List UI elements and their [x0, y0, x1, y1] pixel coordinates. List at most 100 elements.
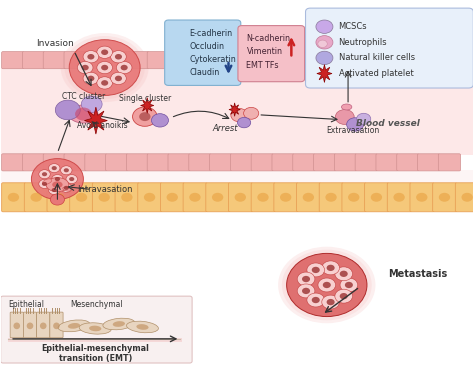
Circle shape	[110, 51, 126, 63]
Circle shape	[302, 276, 310, 282]
FancyBboxPatch shape	[189, 154, 211, 171]
FancyBboxPatch shape	[24, 183, 48, 212]
Text: MCSCs: MCSCs	[338, 22, 367, 31]
Circle shape	[144, 193, 155, 202]
FancyBboxPatch shape	[210, 51, 232, 69]
Circle shape	[297, 272, 315, 286]
Polygon shape	[317, 65, 332, 82]
Ellipse shape	[341, 104, 352, 110]
FancyBboxPatch shape	[397, 154, 419, 171]
Circle shape	[8, 193, 19, 202]
Circle shape	[327, 299, 335, 305]
FancyBboxPatch shape	[272, 51, 294, 69]
Circle shape	[61, 184, 72, 192]
Ellipse shape	[282, 250, 372, 320]
FancyBboxPatch shape	[85, 154, 107, 171]
FancyBboxPatch shape	[64, 51, 86, 69]
Circle shape	[393, 193, 405, 202]
Ellipse shape	[287, 253, 367, 317]
Ellipse shape	[31, 159, 83, 200]
Circle shape	[280, 193, 292, 202]
Circle shape	[416, 193, 428, 202]
Circle shape	[97, 62, 112, 74]
FancyBboxPatch shape	[438, 154, 461, 171]
Circle shape	[316, 36, 333, 49]
Ellipse shape	[64, 36, 145, 99]
Circle shape	[76, 193, 87, 202]
FancyBboxPatch shape	[251, 154, 273, 171]
FancyBboxPatch shape	[36, 312, 50, 338]
Polygon shape	[141, 98, 154, 113]
Text: Activated platelet: Activated platelet	[338, 69, 413, 78]
Text: Mesenchymal: Mesenchymal	[71, 300, 123, 309]
FancyBboxPatch shape	[206, 183, 230, 212]
FancyBboxPatch shape	[23, 312, 36, 338]
Circle shape	[340, 271, 348, 277]
FancyBboxPatch shape	[355, 154, 377, 171]
Circle shape	[318, 40, 327, 47]
Circle shape	[235, 193, 246, 202]
FancyBboxPatch shape	[189, 51, 211, 69]
Text: E-cadherin
Occludin
Cytokeratin
Claudin: E-cadherin Occludin Cytokeratin Claudin	[190, 29, 237, 77]
Circle shape	[312, 297, 320, 303]
Circle shape	[77, 62, 93, 74]
Circle shape	[312, 267, 320, 273]
Circle shape	[83, 72, 99, 85]
Circle shape	[346, 118, 364, 131]
FancyBboxPatch shape	[47, 183, 71, 212]
FancyBboxPatch shape	[43, 154, 65, 171]
FancyBboxPatch shape	[1, 183, 26, 212]
Ellipse shape	[42, 179, 52, 185]
FancyBboxPatch shape	[50, 312, 63, 338]
FancyBboxPatch shape	[183, 183, 207, 212]
Circle shape	[97, 77, 112, 89]
Circle shape	[61, 166, 72, 175]
Ellipse shape	[13, 323, 20, 329]
Circle shape	[101, 50, 108, 55]
Circle shape	[42, 182, 47, 186]
Circle shape	[30, 193, 42, 202]
FancyBboxPatch shape	[43, 51, 65, 69]
FancyBboxPatch shape	[92, 183, 117, 212]
Circle shape	[303, 193, 314, 202]
Text: Blood vessel: Blood vessel	[356, 119, 420, 128]
FancyBboxPatch shape	[168, 51, 190, 69]
Ellipse shape	[68, 323, 80, 329]
FancyBboxPatch shape	[456, 183, 474, 212]
FancyBboxPatch shape	[0, 296, 192, 363]
Ellipse shape	[79, 323, 111, 334]
FancyBboxPatch shape	[251, 183, 275, 212]
Circle shape	[325, 193, 337, 202]
FancyBboxPatch shape	[106, 154, 128, 171]
Circle shape	[87, 76, 94, 81]
FancyBboxPatch shape	[376, 51, 398, 69]
FancyBboxPatch shape	[334, 51, 356, 69]
Bar	[8, 338, 182, 342]
Circle shape	[257, 193, 269, 202]
Circle shape	[322, 261, 339, 275]
Circle shape	[115, 76, 122, 81]
FancyBboxPatch shape	[127, 154, 149, 171]
Circle shape	[66, 175, 77, 184]
FancyBboxPatch shape	[22, 154, 45, 171]
FancyBboxPatch shape	[210, 154, 232, 171]
Ellipse shape	[127, 321, 158, 333]
Circle shape	[348, 193, 359, 202]
Circle shape	[87, 54, 94, 60]
FancyBboxPatch shape	[365, 183, 389, 212]
Circle shape	[335, 267, 353, 281]
Text: Neutrophils: Neutrophils	[338, 38, 387, 47]
FancyBboxPatch shape	[85, 51, 107, 69]
Circle shape	[82, 65, 89, 70]
Circle shape	[212, 193, 223, 202]
Circle shape	[101, 65, 108, 70]
Circle shape	[39, 179, 50, 188]
FancyBboxPatch shape	[164, 20, 241, 85]
FancyBboxPatch shape	[160, 183, 184, 212]
Ellipse shape	[52, 181, 63, 188]
Circle shape	[101, 80, 108, 86]
Circle shape	[244, 107, 259, 119]
Ellipse shape	[113, 321, 125, 327]
Circle shape	[115, 54, 122, 60]
Circle shape	[345, 282, 353, 288]
